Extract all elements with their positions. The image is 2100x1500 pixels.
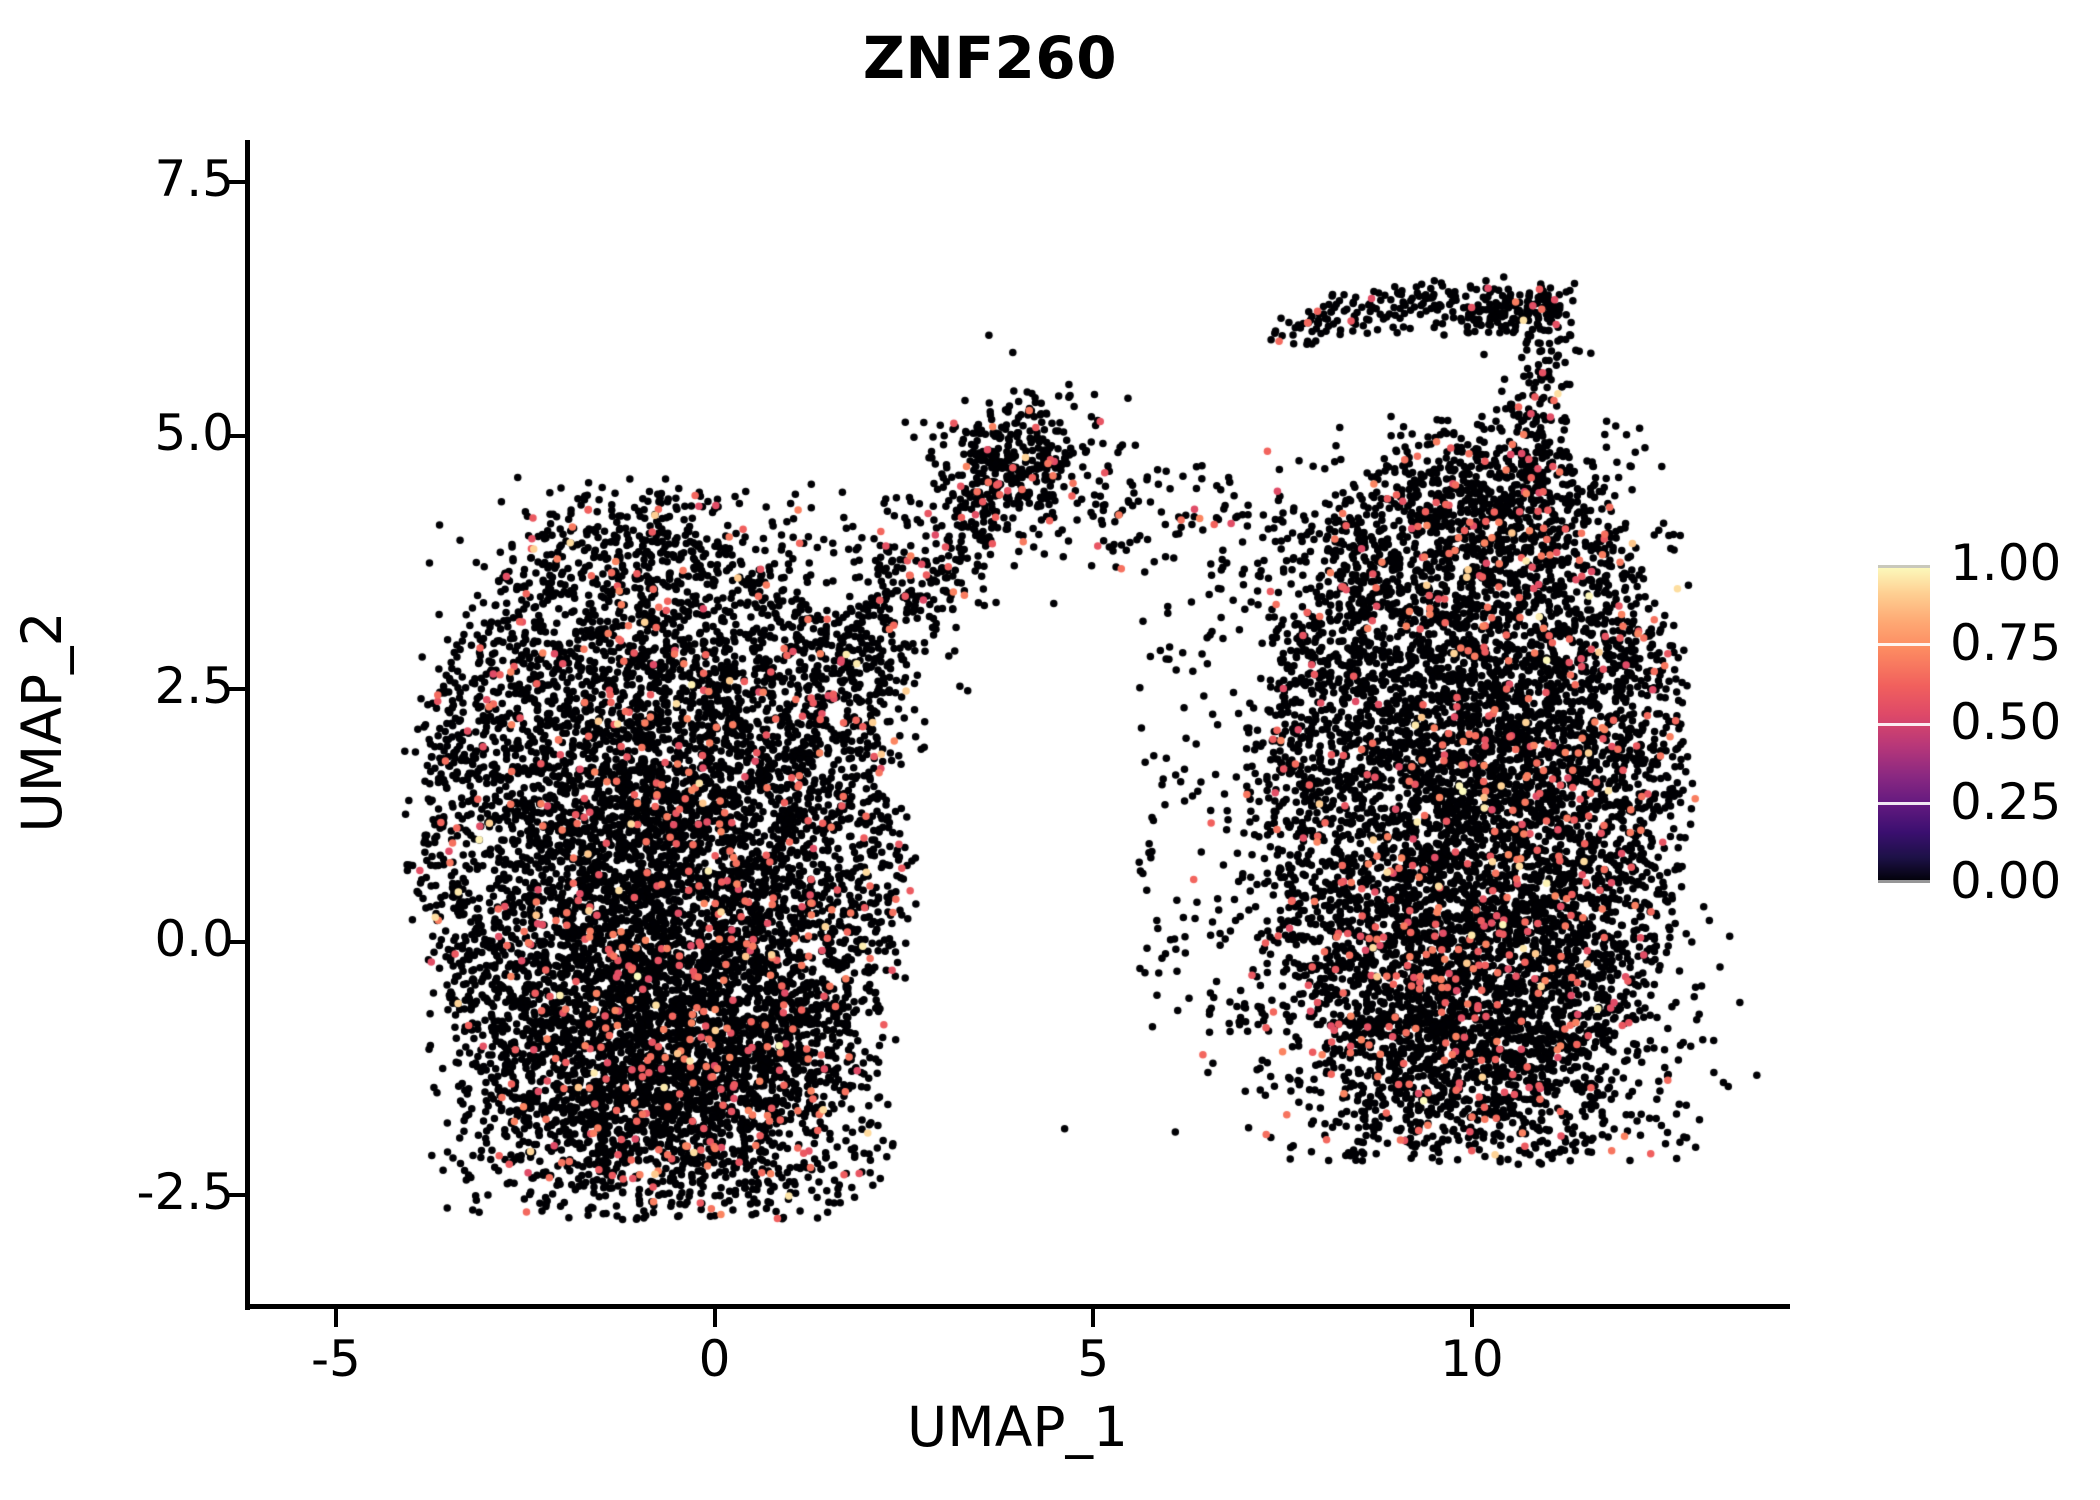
x-tick-mark: [1469, 1309, 1474, 1327]
y-tick-mark: [229, 686, 245, 691]
colorbar-tick-mark: [1878, 722, 1930, 726]
colorbar-tick-label: 0.75: [1950, 613, 2062, 672]
colorbar: 1.00 0.75 0.50 0.25 0.00: [1878, 538, 2078, 906]
x-tick-label: 0: [698, 1330, 731, 1388]
x-tick-mark: [333, 1309, 338, 1327]
y-axis-spine: [245, 140, 250, 1310]
y-tick-label: 7.5: [154, 150, 234, 209]
x-tick-label: -5: [310, 1330, 361, 1388]
y-tick-label: 2.5: [154, 656, 234, 715]
colorbar-tick-mark: [1878, 802, 1930, 805]
y-tick-mark: [229, 939, 245, 944]
x-tick-mark: [712, 1309, 717, 1327]
colorbar-tick-mark: [1878, 880, 1930, 883]
colorbar-tick-mark: [1878, 643, 1930, 646]
colorbar-tick-mark: [1878, 565, 1930, 568]
y-tick-mark: [229, 433, 245, 438]
x-axis-spine: [245, 1304, 1790, 1309]
y-tick-mark: [229, 180, 245, 185]
x-tick-mark: [1091, 1309, 1096, 1327]
colorbar-tick-label: 0.00: [1950, 852, 2062, 910]
x-tick-label: 5: [1077, 1330, 1110, 1388]
x-axis-label: UMAP_1: [907, 1395, 1128, 1459]
y-axis-label: UMAP_2: [10, 611, 74, 833]
colorbar-tick-label: 0.25: [1950, 772, 2062, 831]
y-tick-label: 0.0: [154, 909, 234, 968]
x-tick-label: 10: [1440, 1330, 1504, 1388]
y-tick-label: -2.5: [136, 1162, 234, 1221]
colorbar-tick-label: 1.00: [1950, 534, 2062, 592]
y-tick-label: 5.0: [154, 403, 234, 462]
y-tick-mark: [229, 1192, 245, 1197]
page-title: ZNF260: [862, 24, 1118, 92]
colorbar-tick-label: 0.50: [1950, 693, 2062, 751]
